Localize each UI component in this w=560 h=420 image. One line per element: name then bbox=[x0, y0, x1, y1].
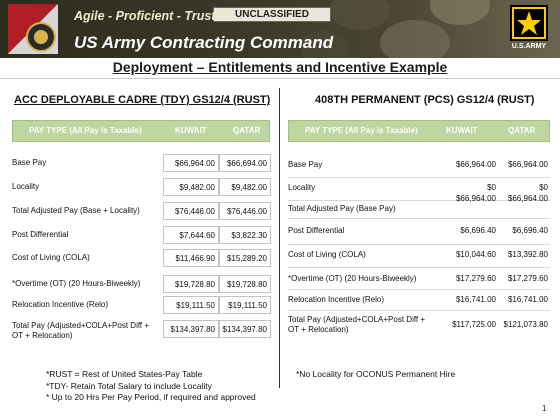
qatar-value: $19,111.50 bbox=[219, 296, 271, 314]
row-separator bbox=[288, 200, 550, 201]
row-label: *Overtime (OT) (20 Hours-Biweekly) bbox=[288, 274, 417, 283]
left-header-kuwait: KUWAIT bbox=[175, 126, 207, 135]
right-header-paytype: PAY TYPE (All Pay is Taxable) bbox=[305, 126, 418, 135]
qatar-value: $66,964.00 bbox=[507, 160, 548, 169]
qatar-value: $134,397.80 bbox=[219, 320, 271, 338]
left-notes: *RUST = Rest of United States-Pay Table … bbox=[46, 369, 256, 404]
row-label: Total Adjusted Pay (Base + Locality) bbox=[12, 206, 140, 215]
row-separator bbox=[288, 244, 550, 245]
right-header-qatar: QATAR bbox=[508, 126, 536, 135]
note-line: *No Locality for OCONUS Permanent Hire bbox=[296, 369, 456, 379]
kuwait-value: $134,397.80 bbox=[163, 320, 219, 338]
note-line: * Up to 20 Hrs Per Pay Period, if requir… bbox=[46, 392, 256, 402]
left-header-qatar: QATAR bbox=[233, 126, 261, 135]
row-label: Base Pay bbox=[12, 158, 47, 167]
kuwait-value: $19,111.50 bbox=[163, 296, 219, 314]
kuwait-value: $19,728.80 bbox=[163, 275, 219, 293]
row-label: Post Differential bbox=[12, 230, 69, 239]
row-separator bbox=[288, 177, 550, 178]
kuwait-value: $66,964.00 bbox=[455, 194, 496, 203]
left-header-paytype: PAY TYPE (All Pay is Taxable) bbox=[29, 126, 142, 135]
row-label: Cost of Living (COLA) bbox=[12, 253, 90, 262]
army-logo-text: U.S.ARMY bbox=[511, 43, 547, 50]
row-separator bbox=[288, 310, 550, 311]
acc-seal-icon bbox=[8, 4, 58, 54]
row-label: Total Adjusted Pay (Base Pay) bbox=[288, 204, 396, 213]
tagline: Agile - Proficient - Trusted bbox=[74, 9, 231, 23]
header-banner: UNCLASSIFIED Agile - Proficient - Truste… bbox=[0, 0, 560, 58]
row-label: Locality bbox=[12, 182, 40, 191]
row-label: Total Pay (Adjusted+COLA+Post Diff + OT … bbox=[12, 321, 150, 340]
row-separator bbox=[288, 289, 550, 290]
row-separator bbox=[288, 267, 550, 268]
qatar-value: $16,741.00 bbox=[507, 295, 548, 304]
row-label: *Overtime (OT) (20 Hours-Biweekly) bbox=[12, 279, 141, 288]
qatar-value: $9,482.00 bbox=[219, 178, 271, 196]
kuwait-value: $66,964.00 bbox=[163, 154, 219, 172]
kuwait-value: $9,482.00 bbox=[163, 178, 219, 196]
qatar-value: $66,964.00 bbox=[507, 194, 548, 203]
row-label: Relocation Incentive (Relo) bbox=[12, 300, 109, 309]
qatar-value: $17,279.60 bbox=[507, 274, 548, 283]
kuwait-value: $66,964.00 bbox=[455, 160, 496, 169]
qatar-value: $121,073.80 bbox=[503, 320, 549, 329]
note-line: *RUST = Rest of United States-Pay Table bbox=[46, 369, 203, 379]
kuwait-value: $117,725.00 bbox=[452, 320, 496, 329]
row-separator bbox=[288, 218, 550, 219]
qatar-value: $6,696.40 bbox=[512, 226, 548, 235]
note-line: *TDY- Retain Total Salary to include Loc… bbox=[46, 380, 212, 391]
kuwait-value: $10,044.60 bbox=[455, 250, 496, 259]
title-divider bbox=[0, 78, 560, 79]
qatar-value: $3,822.30 bbox=[219, 226, 271, 244]
qatar-value: $13,392.80 bbox=[507, 250, 548, 259]
right-notes: *No Locality for OCONUS Permanent Hire bbox=[296, 369, 455, 381]
kuwait-value: $76,446.00 bbox=[163, 202, 219, 220]
slide-title: Deployment – Entitlements and Incentive … bbox=[112, 59, 448, 75]
qatar-value: $0 bbox=[539, 183, 548, 192]
left-panel-title: ACC DEPLOYABLE CADRE (TDY) GS12/4 (RUST) bbox=[14, 94, 271, 106]
row-label: Cost of Living (COLA) bbox=[288, 250, 366, 259]
classification-banner: UNCLASSIFIED bbox=[213, 7, 331, 22]
kuwait-value: $7,644.60 bbox=[163, 226, 219, 244]
panel-divider bbox=[279, 88, 280, 388]
qatar-value: $19,728.80 bbox=[219, 275, 271, 293]
army-star-logo-icon bbox=[510, 5, 548, 41]
row-label: Post Differential bbox=[288, 226, 345, 235]
kuwait-value: $11,466.90 bbox=[163, 249, 219, 267]
kuwait-value: $0 bbox=[487, 183, 496, 192]
page-number: 1 bbox=[542, 404, 547, 413]
right-table-header: PAY TYPE (All Pay is Taxable) KUWAIT QAT… bbox=[288, 120, 550, 142]
right-header-kuwait: KUWAIT bbox=[446, 126, 478, 135]
kuwait-value: $6,696.40 bbox=[460, 226, 496, 235]
qatar-value: $15,289.20 bbox=[219, 249, 271, 267]
row-label: Total Pay (Adjusted+COLA+Post Diff + OT … bbox=[288, 315, 426, 334]
kuwait-value: $17,279.60 bbox=[455, 274, 496, 283]
qatar-value: $66,694.00 bbox=[219, 154, 271, 172]
organization-title: US Army Contracting Command bbox=[74, 33, 334, 52]
left-table-header: PAY TYPE (All Pay is Taxable) KUWAIT QAT… bbox=[12, 120, 270, 142]
kuwait-value: $16,741.00 bbox=[455, 295, 496, 304]
row-label: Relocation Incentive (Relo) bbox=[288, 295, 385, 304]
row-label: Base Pay bbox=[288, 160, 323, 169]
row-label: Locality bbox=[288, 183, 316, 192]
qatar-value: $76,446.00 bbox=[219, 202, 271, 220]
right-panel-title: 408TH PERMANENT (PCS) GS12/4 (RUST) bbox=[315, 94, 535, 106]
